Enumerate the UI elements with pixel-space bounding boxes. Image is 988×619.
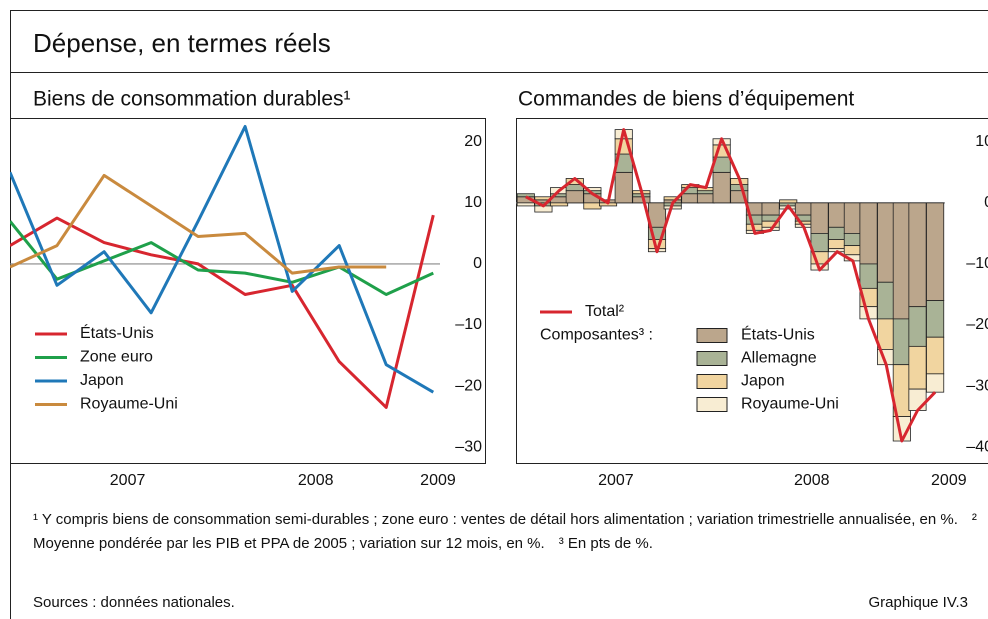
y-tick-label: 0 xyxy=(984,194,988,211)
bar-segment xyxy=(516,202,535,207)
bar-segment xyxy=(926,202,945,301)
bar-segment xyxy=(516,193,535,198)
legend-swatch xyxy=(696,374,728,389)
x-tick-label: 2009 xyxy=(420,472,456,489)
series-line xyxy=(525,128,937,443)
figure-title: Dépense, en termes réels xyxy=(33,28,331,58)
bar-segment xyxy=(779,199,798,204)
bar-segment xyxy=(712,171,731,204)
bar-segment xyxy=(696,193,716,204)
plot-frame xyxy=(10,118,486,464)
y-tick-label: 10 xyxy=(975,133,988,150)
bar-segment xyxy=(892,202,911,320)
bar-segment xyxy=(565,190,584,204)
bar-segment xyxy=(877,281,896,320)
x-tick-label: 2007 xyxy=(598,472,634,489)
footnote: ³ En pts de %. xyxy=(558,535,653,552)
bar-segment xyxy=(810,233,829,253)
y-tick-label: 10 xyxy=(464,194,482,211)
x-tick-label: 2008 xyxy=(794,472,830,489)
y-tick-label: –20 xyxy=(966,316,988,333)
source: Sources : données nationales. xyxy=(33,594,235,611)
plot-area xyxy=(10,125,440,409)
x-tick-label: 2007 xyxy=(110,472,146,489)
bar-segment xyxy=(843,245,862,256)
legend-label: Royaume-Uni xyxy=(741,396,839,413)
y-tick-label: –40 xyxy=(966,438,988,455)
bar-segment xyxy=(926,336,945,375)
footnote: ² Moyenne pondérée par les PIB et PPA de… xyxy=(33,511,977,552)
chart-title: Biens de consommation durables¹ xyxy=(33,88,351,111)
bar-segment xyxy=(859,202,878,265)
series-line xyxy=(10,214,435,409)
bar-segment xyxy=(632,196,651,204)
legend-group-label: Composantes³ : xyxy=(540,327,653,344)
plot-area xyxy=(516,128,945,443)
x-tick-label: 2009 xyxy=(931,472,967,489)
figure-label: Graphique IV.3 xyxy=(868,594,968,611)
legend-label: Total² xyxy=(585,303,625,320)
bar-segment xyxy=(926,373,945,393)
bar-segment xyxy=(859,263,878,289)
bar-segment xyxy=(794,220,813,225)
bar-segment xyxy=(583,202,602,210)
footnotes: ¹ Y compris biens de consommation semi-d… xyxy=(33,508,983,556)
series-line xyxy=(10,173,387,275)
bar-segment xyxy=(696,190,716,195)
bar-segment xyxy=(892,318,911,366)
legend-swatch xyxy=(696,351,728,366)
bar-segment xyxy=(908,388,927,411)
bar-segment xyxy=(843,233,862,247)
legend-swatch xyxy=(696,328,728,343)
y-tick-label: –30 xyxy=(966,377,988,394)
bar-segment xyxy=(550,202,569,207)
y-tick-label: 0 xyxy=(473,255,482,272)
series-line xyxy=(10,125,435,394)
y-tick-label: 20 xyxy=(464,133,482,150)
legend-label: Royaume-Uni xyxy=(80,396,178,413)
bar-segment xyxy=(843,202,862,234)
bar-segment xyxy=(730,184,749,192)
bar-segment xyxy=(908,345,927,390)
bar-segment xyxy=(828,226,847,240)
legend-label: Japon xyxy=(741,373,785,390)
bar-segment xyxy=(908,306,927,347)
bar-segment xyxy=(794,202,813,216)
chart-title: Commandes de biens d’équipement xyxy=(518,88,854,111)
legend-label: Allemagne xyxy=(741,350,817,367)
y-tick-label: –10 xyxy=(455,316,482,333)
legend-swatch xyxy=(696,397,728,412)
legend-label: Japon xyxy=(80,372,124,389)
bar-segment xyxy=(761,202,780,216)
bar-segment xyxy=(926,300,945,338)
x-tick-label: 2008 xyxy=(298,472,334,489)
bar-segment xyxy=(908,202,927,308)
footnote: ¹ Y compris biens de consommation semi-d… xyxy=(33,511,958,528)
bar-segment xyxy=(681,193,700,204)
bar-segment xyxy=(810,202,829,234)
y-tick-label: –20 xyxy=(455,377,482,394)
bar-segment xyxy=(614,171,633,204)
legend-label: Zone euro xyxy=(80,349,153,366)
y-tick-label: –30 xyxy=(455,438,482,455)
legend-label: États-Unis xyxy=(741,325,815,344)
bar-segment xyxy=(583,187,602,192)
y-tick-label: –10 xyxy=(966,255,988,272)
bar-segment xyxy=(877,202,896,283)
bar-segment xyxy=(828,239,847,250)
bar-segment xyxy=(828,202,847,228)
legend-label: États-Unis xyxy=(80,323,154,342)
